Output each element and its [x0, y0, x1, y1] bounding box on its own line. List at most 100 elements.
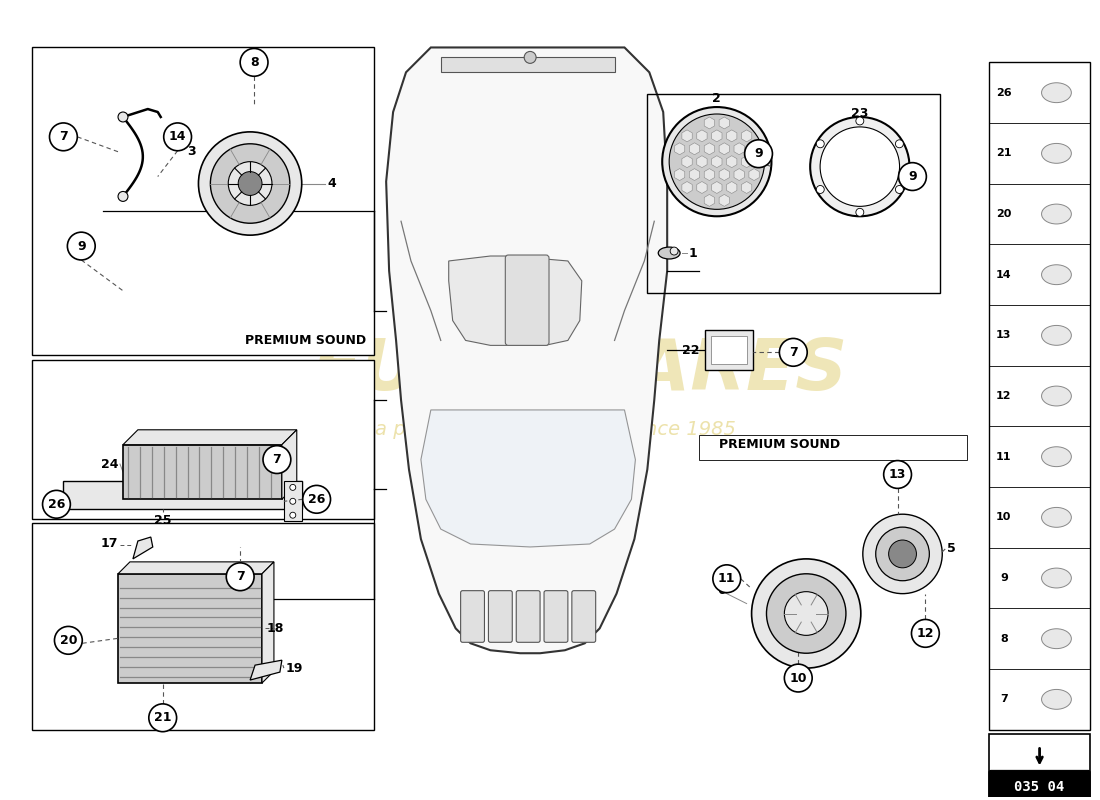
- Text: 20: 20: [59, 634, 77, 647]
- Circle shape: [780, 338, 807, 366]
- Ellipse shape: [1042, 690, 1071, 710]
- Ellipse shape: [1042, 143, 1071, 163]
- Text: 9: 9: [1000, 573, 1008, 583]
- Circle shape: [895, 140, 903, 148]
- Text: 14: 14: [996, 270, 1012, 280]
- Text: 035 04: 035 04: [1014, 780, 1065, 794]
- Polygon shape: [123, 430, 297, 445]
- Text: 13: 13: [997, 330, 1012, 340]
- FancyBboxPatch shape: [32, 47, 374, 355]
- Circle shape: [883, 461, 912, 488]
- FancyBboxPatch shape: [461, 590, 484, 642]
- Text: 21: 21: [154, 711, 172, 724]
- FancyBboxPatch shape: [544, 590, 568, 642]
- Text: 11: 11: [997, 452, 1012, 462]
- Text: 23: 23: [851, 107, 869, 120]
- Circle shape: [876, 527, 930, 581]
- Polygon shape: [421, 410, 636, 547]
- Circle shape: [43, 490, 70, 518]
- Circle shape: [289, 512, 296, 518]
- Circle shape: [229, 162, 272, 206]
- Text: 10: 10: [790, 671, 807, 685]
- Polygon shape: [282, 430, 297, 499]
- Circle shape: [821, 127, 900, 206]
- Circle shape: [745, 140, 772, 168]
- Circle shape: [55, 626, 82, 654]
- FancyBboxPatch shape: [123, 445, 282, 499]
- Circle shape: [856, 208, 864, 216]
- Text: EUROSPARES: EUROSPARES: [311, 336, 848, 405]
- FancyBboxPatch shape: [989, 62, 1090, 730]
- Circle shape: [816, 140, 824, 148]
- Text: 26: 26: [996, 88, 1012, 98]
- Text: 8: 8: [250, 56, 258, 69]
- Text: 7: 7: [273, 453, 282, 466]
- Ellipse shape: [1042, 629, 1071, 649]
- FancyBboxPatch shape: [572, 590, 596, 642]
- Circle shape: [240, 49, 268, 76]
- FancyBboxPatch shape: [991, 736, 1088, 771]
- Text: 14: 14: [169, 130, 186, 143]
- Circle shape: [816, 186, 824, 194]
- Circle shape: [67, 232, 96, 260]
- Text: 11: 11: [718, 572, 736, 586]
- Text: 10: 10: [997, 512, 1012, 522]
- Circle shape: [751, 559, 861, 668]
- Text: 8: 8: [1000, 634, 1008, 644]
- Ellipse shape: [1042, 204, 1071, 224]
- FancyBboxPatch shape: [516, 590, 540, 642]
- Text: 22: 22: [682, 344, 700, 357]
- Text: 7: 7: [59, 130, 68, 143]
- Circle shape: [50, 123, 77, 150]
- Circle shape: [302, 486, 330, 514]
- FancyBboxPatch shape: [698, 434, 967, 459]
- Text: 13: 13: [889, 468, 906, 481]
- Ellipse shape: [1042, 568, 1071, 588]
- Text: a passion for lamborghini since 1985: a passion for lamborghini since 1985: [374, 420, 736, 439]
- Circle shape: [118, 191, 128, 202]
- FancyBboxPatch shape: [989, 734, 1090, 800]
- Ellipse shape: [1042, 82, 1071, 102]
- Text: 2: 2: [713, 92, 722, 105]
- FancyBboxPatch shape: [32, 360, 374, 519]
- Circle shape: [784, 664, 812, 692]
- FancyBboxPatch shape: [711, 337, 747, 364]
- Text: 1: 1: [689, 246, 697, 259]
- Circle shape: [263, 446, 290, 474]
- Circle shape: [856, 117, 864, 125]
- FancyBboxPatch shape: [118, 574, 262, 683]
- Circle shape: [239, 171, 262, 195]
- FancyBboxPatch shape: [705, 330, 752, 370]
- Text: 19: 19: [286, 662, 304, 674]
- Polygon shape: [133, 537, 153, 559]
- Text: 5: 5: [947, 542, 956, 555]
- Circle shape: [148, 704, 177, 732]
- Circle shape: [670, 247, 678, 255]
- Polygon shape: [449, 256, 582, 346]
- Circle shape: [912, 619, 939, 647]
- Circle shape: [713, 565, 740, 593]
- Text: 9: 9: [77, 239, 86, 253]
- FancyBboxPatch shape: [64, 482, 301, 510]
- Circle shape: [118, 112, 128, 122]
- Circle shape: [669, 114, 764, 210]
- Text: 4: 4: [328, 177, 337, 190]
- Circle shape: [862, 514, 943, 594]
- Text: 9: 9: [755, 147, 763, 160]
- Circle shape: [662, 107, 771, 216]
- Text: PREMIUM SOUND: PREMIUM SOUND: [718, 438, 840, 451]
- Polygon shape: [441, 58, 615, 72]
- Circle shape: [767, 574, 846, 654]
- FancyBboxPatch shape: [32, 523, 374, 730]
- Circle shape: [198, 132, 301, 235]
- Circle shape: [895, 186, 903, 194]
- Circle shape: [227, 563, 254, 590]
- Circle shape: [784, 592, 828, 635]
- Ellipse shape: [1042, 265, 1071, 285]
- Text: 7: 7: [789, 346, 797, 359]
- Text: 7: 7: [235, 570, 244, 583]
- FancyBboxPatch shape: [488, 590, 513, 642]
- Polygon shape: [118, 562, 274, 574]
- Polygon shape: [250, 660, 282, 680]
- Text: 3: 3: [187, 146, 196, 158]
